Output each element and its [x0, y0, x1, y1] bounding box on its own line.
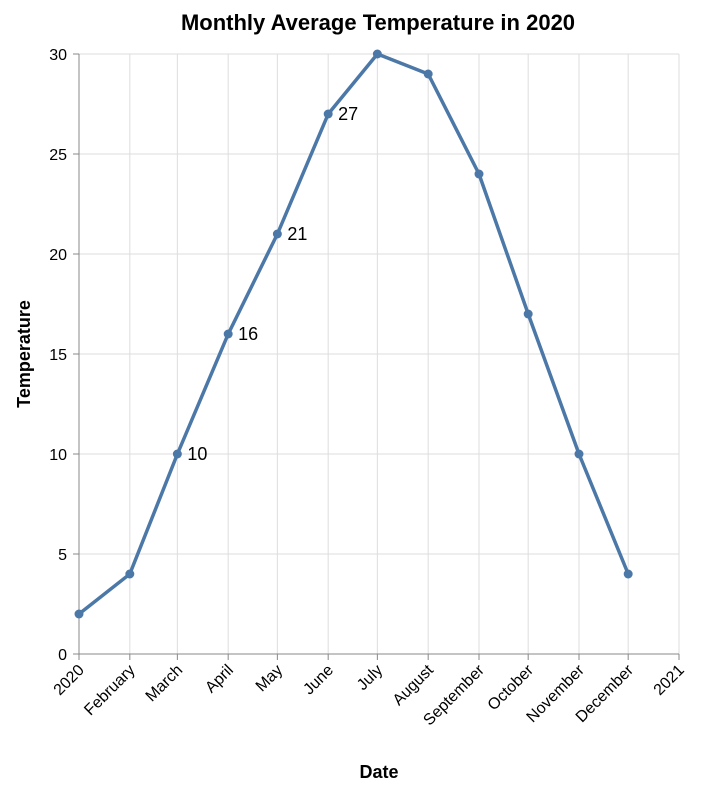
data-point: [523, 309, 533, 319]
series: [74, 49, 633, 619]
data-label: 27: [338, 104, 358, 124]
y-tick-label: 5: [58, 547, 67, 564]
y-tick-label: 0: [58, 647, 67, 664]
data-point: [574, 449, 584, 459]
y-tick-label: 15: [49, 347, 67, 364]
data-point: [272, 229, 282, 239]
data-point: [474, 169, 484, 179]
data-point: [223, 329, 233, 339]
data-label: 21: [287, 224, 307, 244]
y-tick-label: 25: [49, 147, 67, 164]
data-label: 16: [238, 324, 258, 344]
x-tick-label: April: [202, 662, 237, 697]
x-tick-label: 2021: [651, 662, 688, 699]
data-point: [423, 69, 433, 79]
data-point: [125, 569, 135, 579]
data-point: [74, 609, 84, 619]
x-tick-label: May: [253, 662, 286, 695]
x-axis-title: Date: [359, 762, 398, 782]
data-point: [372, 49, 382, 59]
grid: [78, 53, 680, 655]
data-point: [623, 569, 633, 579]
data-label: 10: [187, 444, 207, 464]
y-tick-label: 20: [49, 247, 67, 264]
data-point: [172, 449, 182, 459]
data-labels: 10 16 21 27: [187, 104, 358, 464]
data-point: [323, 109, 333, 119]
y-tick-label: 30: [49, 47, 67, 64]
series-line: [77, 52, 630, 616]
x-tick-label: July: [354, 662, 386, 694]
x-tick-label: June: [300, 662, 337, 699]
x-tick-label: 2020: [51, 662, 88, 699]
chart-title: Monthly Average Temperature in 2020: [181, 10, 575, 35]
y-tick-label: 10: [49, 447, 67, 464]
x-tick-label: August: [390, 661, 438, 709]
y-axis-title: Temperature: [14, 300, 34, 408]
x-tick-label: February: [81, 662, 138, 719]
x-tick-label: March: [143, 662, 186, 705]
x-tick-label: October: [485, 661, 538, 714]
